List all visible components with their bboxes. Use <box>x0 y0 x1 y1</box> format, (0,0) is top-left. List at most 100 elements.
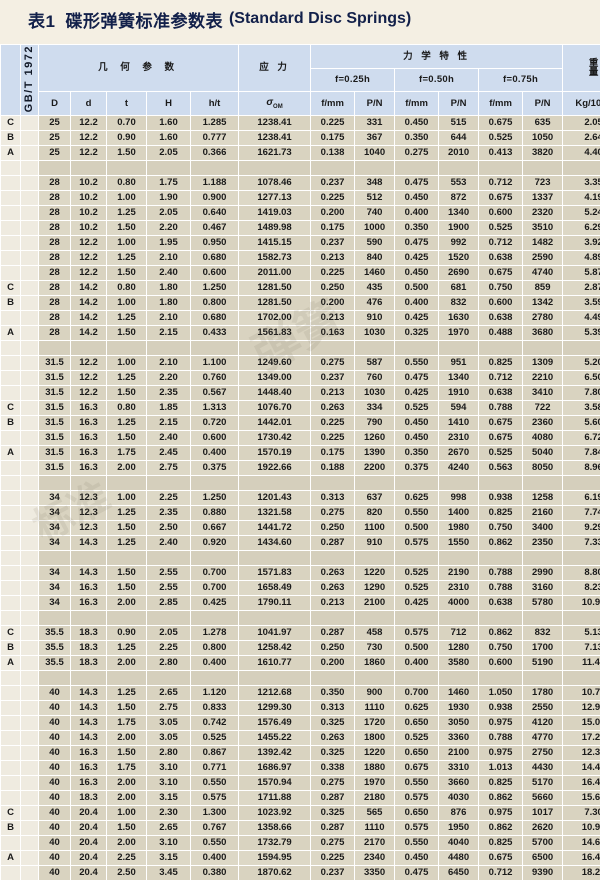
series-class-label <box>1 265 21 280</box>
series-class-label <box>1 835 21 850</box>
cell-thickness: 2.00 <box>107 790 147 805</box>
cell-inner-diameter: 20.4 <box>71 850 107 865</box>
cell-thickness: 1.50 <box>107 700 147 715</box>
cell-deflection-050h: 0.550 <box>395 505 439 520</box>
mechanical-group-header: 力 学 特 性 <box>311 45 563 69</box>
cell-deflection-075h: 0.750 <box>479 280 523 295</box>
cell-thickness: 1.00 <box>107 355 147 370</box>
cell-inner-diameter: 16.3 <box>71 580 107 595</box>
cell-load-075h: 2320 <box>523 205 563 220</box>
standard-spacer-cell <box>21 730 39 745</box>
cell-load-025h: 2200 <box>355 460 395 475</box>
cell-h-over-t: 0.800 <box>191 295 239 310</box>
cell-h-over-t: 1.250 <box>191 490 239 505</box>
cell-load-025h: 1970 <box>355 775 395 790</box>
cell-deflection-050h: 0.450 <box>395 265 439 280</box>
standard-spacer-cell <box>21 520 39 535</box>
cell-deflection-025h: 0.225 <box>311 190 355 205</box>
cell-outer-diameter: 31.5 <box>39 355 71 370</box>
standard-spacer-cell <box>21 850 39 865</box>
cell-free-height: 2.30 <box>147 805 191 820</box>
cell-outer-diameter: 40 <box>39 760 71 775</box>
cell-deflection-025h: 0.225 <box>311 430 355 445</box>
cell-thickness: 1.00 <box>107 235 147 250</box>
cell-free-height: 2.55 <box>147 565 191 580</box>
cell-weight-per-1000: 5.60 <box>563 415 600 430</box>
cell-h-over-t: 1.300 <box>191 805 239 820</box>
spacer-cell <box>239 160 311 175</box>
cell-thickness: 1.50 <box>107 385 147 400</box>
cell-outer-diameter: 35.5 <box>39 640 71 655</box>
cell-inner-diameter: 14.3 <box>71 565 107 580</box>
standard-spacer-cell <box>21 715 39 730</box>
series-class-label <box>1 775 21 790</box>
cell-free-height: 2.10 <box>147 250 191 265</box>
load-case-050h: f=0.50h <box>395 68 479 92</box>
series-class-label <box>1 535 21 550</box>
cell-deflection-025h: 0.275 <box>311 505 355 520</box>
cell-outer-diameter: 31.5 <box>39 370 71 385</box>
cell-h-over-t: 1.188 <box>191 175 239 190</box>
cell-deflection-025h: 0.250 <box>311 280 355 295</box>
cell-load-075h: 2360 <box>523 415 563 430</box>
spacer-series-cell <box>1 670 21 685</box>
cell-load-050h: 4240 <box>439 460 479 475</box>
cell-deflection-075h: 0.600 <box>479 295 523 310</box>
standard-spacer-cell <box>21 115 39 130</box>
standard-spacer-cell <box>21 685 39 700</box>
cell-free-height: 3.05 <box>147 730 191 745</box>
cell-h-over-t: 0.525 <box>191 730 239 745</box>
cell-thickness: 1.25 <box>107 310 147 325</box>
standard-spacer-cell <box>21 655 39 670</box>
cell-load-050h: 1410 <box>439 415 479 430</box>
cell-weight-per-1000: 7.13 <box>563 640 600 655</box>
cell-deflection-075h: 1.050 <box>479 685 523 700</box>
spacer-cell <box>395 475 439 490</box>
